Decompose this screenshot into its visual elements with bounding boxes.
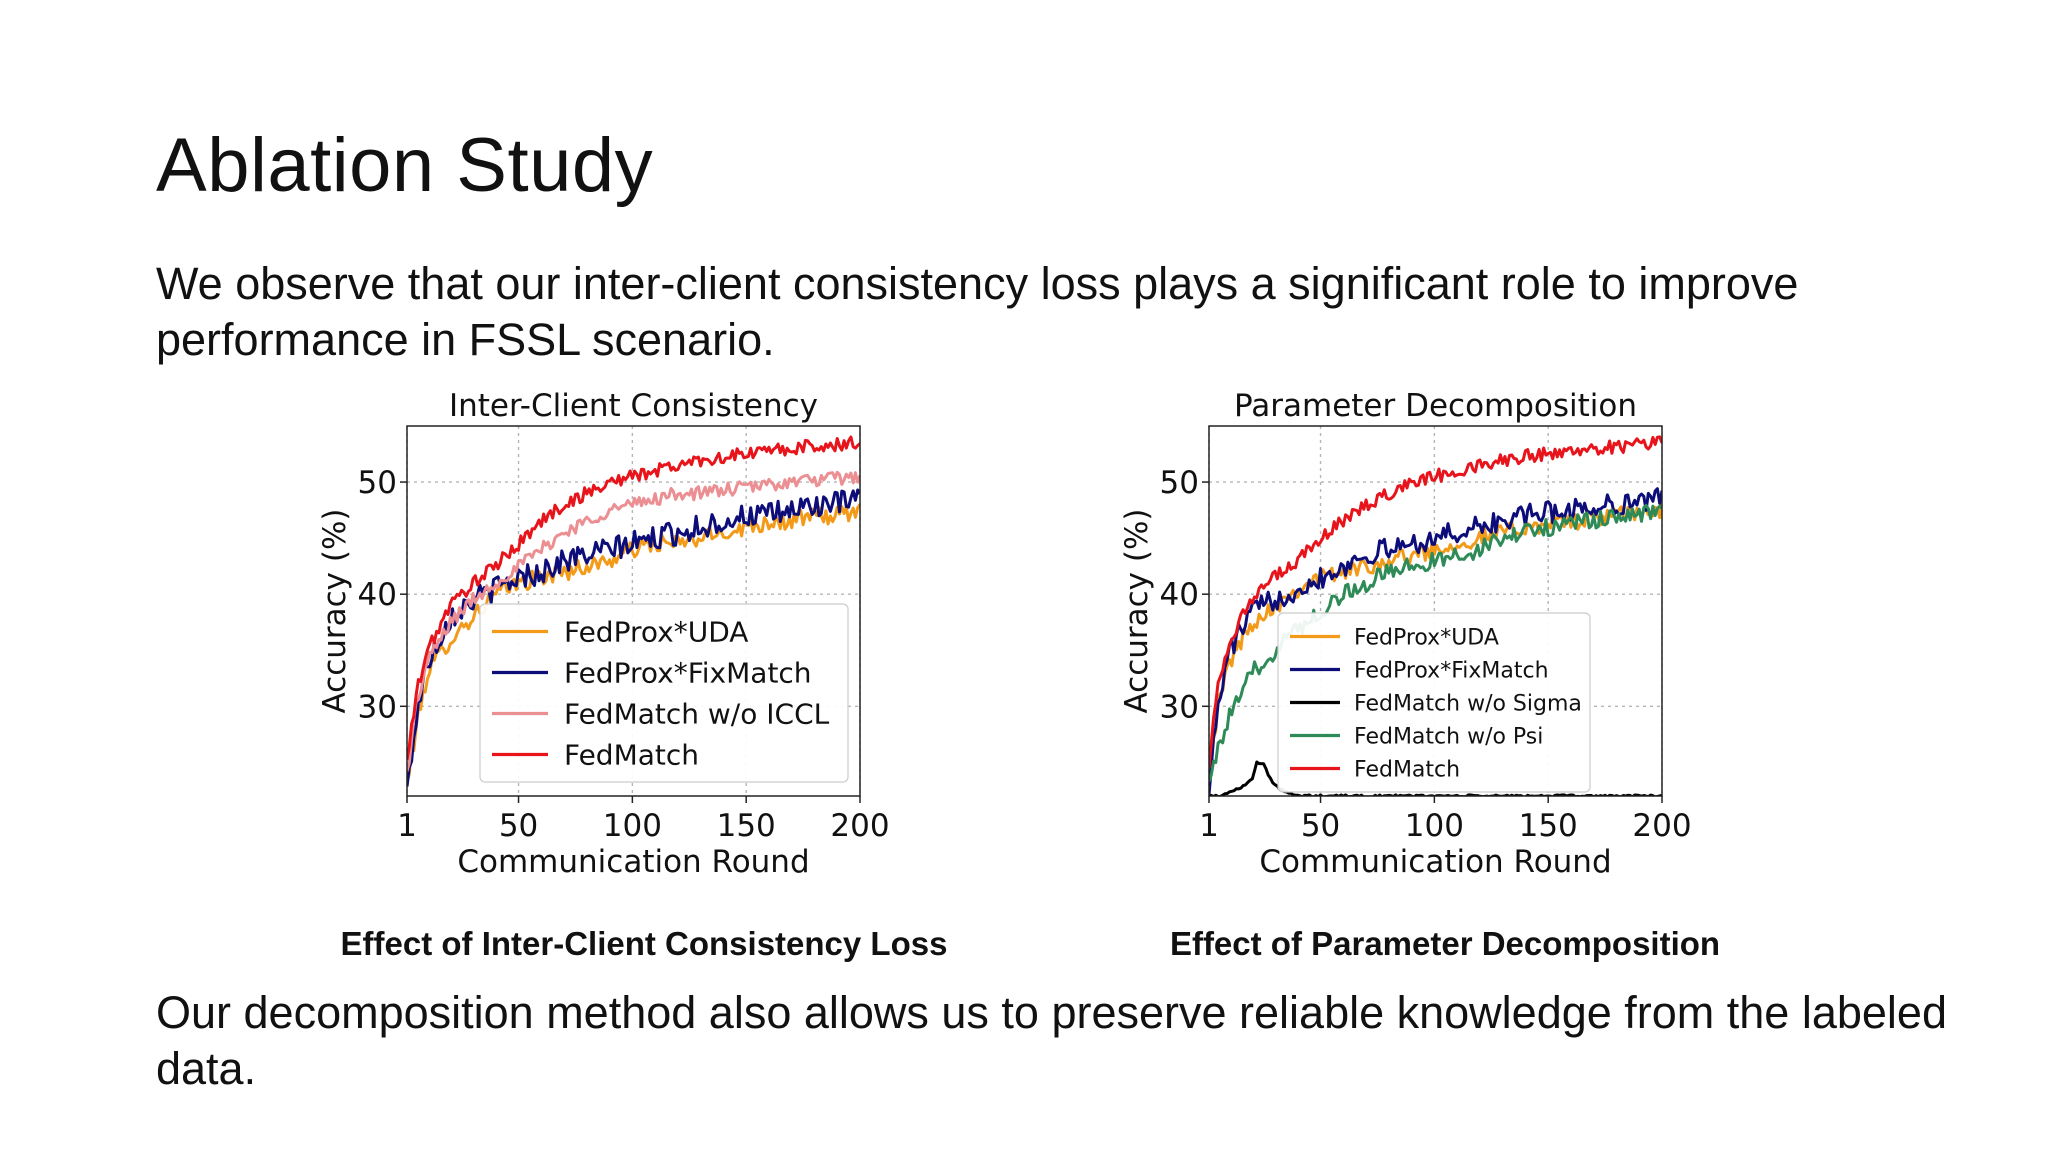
chart-parameter-decomposition: Parameter Decomposition 1 50 100 150 200 30 40 5… [1102, 380, 1722, 880]
legend-box [479, 603, 849, 783]
plot-frame [1208, 425, 1663, 797]
legend-label-fedmatch-w-o-iccl: FedMatch w/o ICCL [564, 698, 830, 731]
x-tick-label: 200 [1632, 808, 1691, 844]
y-tick-label: 30 [358, 689, 397, 725]
legend-label-fedprox-uda: FedProx*UDA [1354, 625, 1499, 650]
plot-frame [406, 425, 861, 797]
series-line-fedmatch [407, 435, 860, 761]
legend: FedProx*UDA FedProx*FixMatch FedMatch w/o … [479, 603, 849, 783]
x-tick-label: 50 [1301, 808, 1340, 844]
x-tick-label: 1 [1199, 808, 1219, 844]
x-tick-label: 150 [717, 808, 776, 844]
legend-label-fedprox-fixmatch: FedProx*FixMatch [564, 657, 812, 690]
slide-title: Ablation Study [156, 123, 654, 208]
caption-parameter-decomposition: Effect of Parameter Decomposition [1169, 925, 1721, 962]
series-line-fedprox-fixmatch [1209, 487, 1662, 796]
legend-label-fedmatch-w-o-psi: FedMatch w/o Psi [1354, 724, 1543, 749]
x-axis-label: Communication Round [1259, 844, 1611, 880]
chart-inter-client-consistency: Inter-Client Consistency 1 50 100 150 200 30 40… [300, 380, 920, 880]
x-tick-label: 50 [499, 808, 538, 844]
y-tick-label: 30 [1160, 689, 1199, 725]
series-line-fedmatch-w-o-iccl [407, 470, 860, 772]
x-axis-label: Communication Round [457, 844, 809, 880]
x-tick-label: 100 [1405, 808, 1464, 844]
legend: FedProx*UDA FedProx*FixMatch FedMatch w/o … [1277, 612, 1591, 793]
y-axis-label: Accuracy (%) [317, 508, 353, 713]
legend-box [1277, 612, 1591, 793]
y-tick-label: 40 [1160, 577, 1199, 613]
y-axis-label: Accuracy (%) [1119, 508, 1155, 713]
y-tick-label: 50 [358, 465, 397, 501]
outro-text: Our decomposition method also allows us … [156, 987, 1947, 1094]
x-tick-label: 200 [830, 808, 889, 844]
legend-label-fedmatch: FedMatch [1354, 757, 1460, 782]
legend-label-fedmatch: FedMatch [564, 739, 699, 772]
chart-title: Inter-Client Consistency [449, 388, 818, 424]
caption-inter-client: Effect of Inter-Client Consistency Loss [340, 925, 948, 962]
legend-label-fedprox-uda: FedProx*UDA [564, 616, 748, 649]
legend-label-fedprox-fixmatch: FedProx*FixMatch [1354, 658, 1549, 683]
intro-text: We observe that our inter-client consist… [156, 258, 1799, 365]
legend-label-fedmatch-w-o-sigma: FedMatch w/o Sigma [1354, 691, 1582, 716]
x-tick-label: 1 [397, 808, 417, 844]
x-tick-label: 100 [603, 808, 662, 844]
series-line-fedmatch [1209, 435, 1662, 769]
x-tick-label: 150 [1519, 808, 1578, 844]
y-tick-label: 50 [1160, 465, 1199, 501]
series-line-fedprox-fixmatch [407, 488, 860, 787]
chart-title: Parameter Decomposition [1234, 388, 1637, 424]
y-tick-label: 40 [358, 577, 397, 613]
